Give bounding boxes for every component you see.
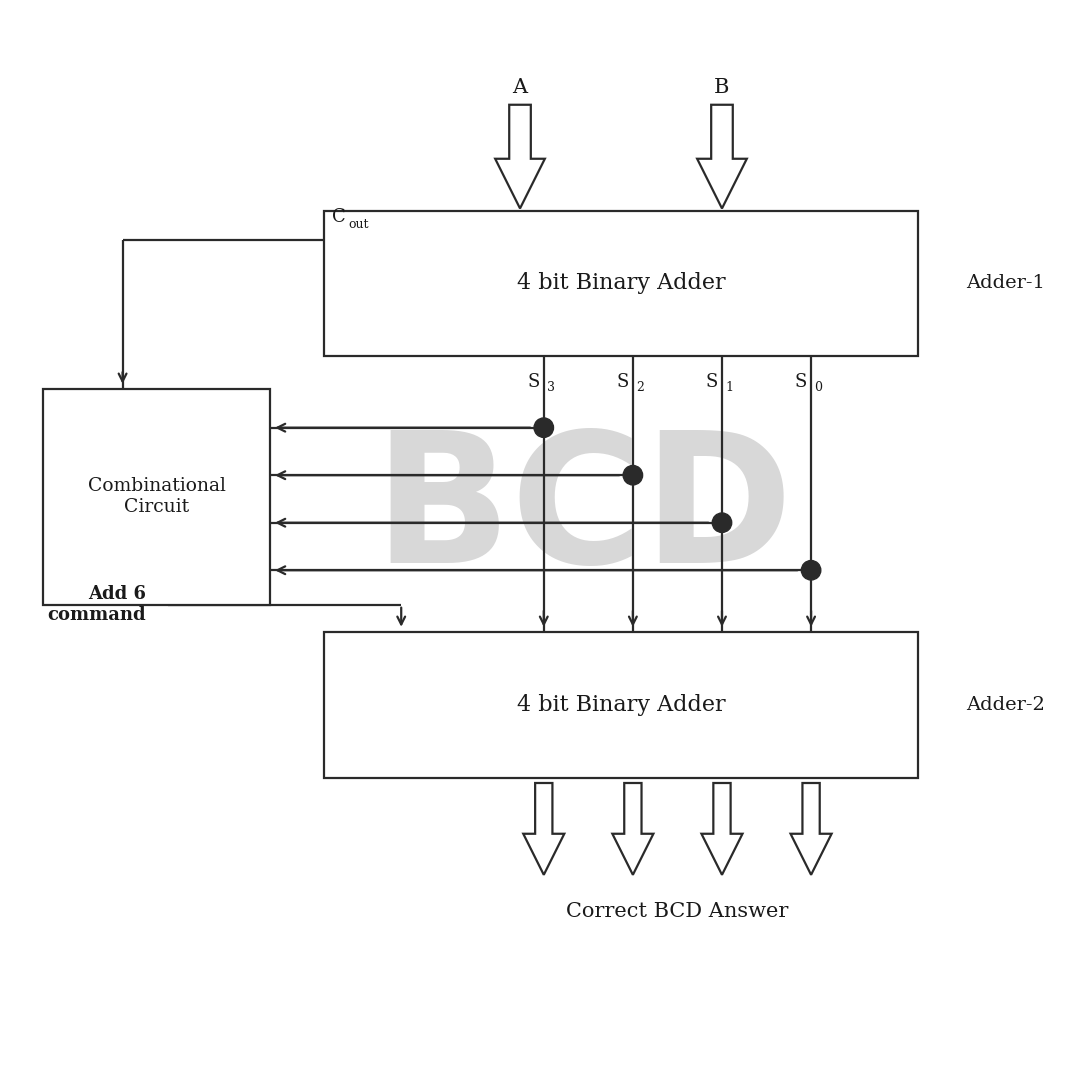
Text: Adder-2: Adder-2 — [967, 696, 1045, 714]
Text: 0: 0 — [814, 381, 822, 394]
Text: S: S — [617, 373, 629, 391]
Circle shape — [713, 513, 732, 532]
Text: 4 bit Binary Adder: 4 bit Binary Adder — [516, 693, 726, 716]
Bar — [43, 389, 270, 605]
Text: S: S — [527, 373, 540, 391]
Circle shape — [535, 418, 554, 437]
Text: BCD: BCD — [374, 426, 793, 600]
Text: A: A — [512, 78, 528, 97]
Text: C: C — [332, 207, 346, 226]
Text: S: S — [705, 373, 718, 391]
Polygon shape — [702, 783, 743, 875]
Text: 2: 2 — [636, 381, 644, 394]
Text: B: B — [714, 78, 730, 97]
Circle shape — [623, 465, 643, 485]
Text: 3: 3 — [548, 381, 555, 394]
Polygon shape — [791, 783, 832, 875]
Polygon shape — [523, 783, 565, 875]
Circle shape — [801, 561, 821, 580]
Polygon shape — [495, 105, 545, 208]
Polygon shape — [612, 783, 653, 875]
Bar — [324, 632, 918, 778]
Text: Add 6
command: Add 6 command — [48, 585, 147, 624]
Polygon shape — [698, 105, 747, 208]
Text: 1: 1 — [726, 381, 733, 394]
Text: Combinational
Circuit: Combinational Circuit — [87, 477, 226, 516]
Bar — [324, 211, 918, 356]
Text: out: out — [349, 218, 369, 231]
Text: 4 bit Binary Adder: 4 bit Binary Adder — [516, 272, 726, 295]
Text: Adder-1: Adder-1 — [967, 274, 1045, 293]
Text: Correct BCD Answer: Correct BCD Answer — [566, 902, 788, 921]
Text: S: S — [795, 373, 807, 391]
